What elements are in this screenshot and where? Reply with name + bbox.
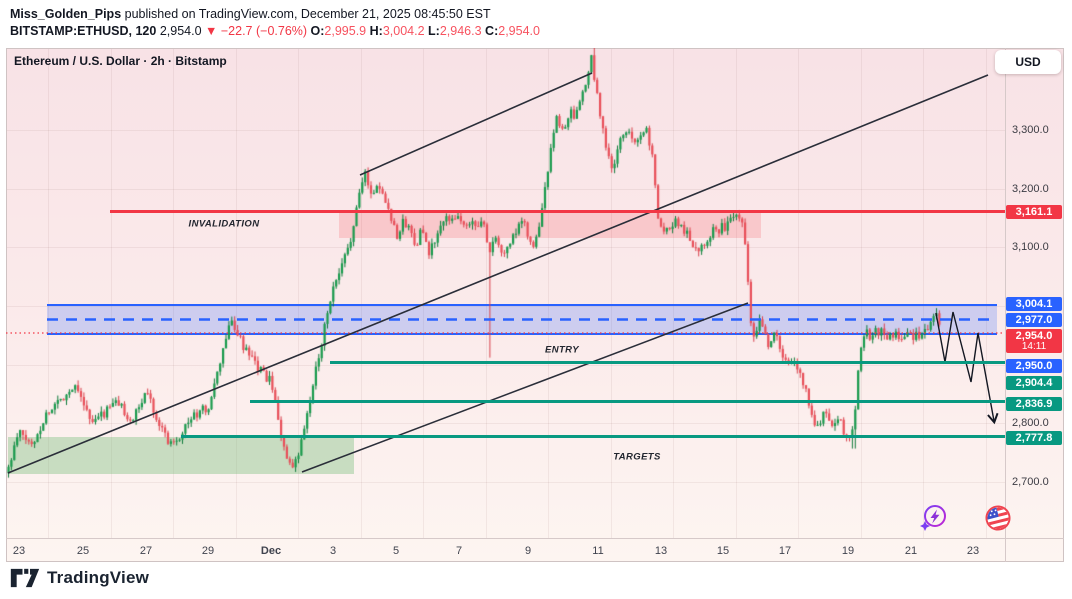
time-label-23: 23 [966,545,980,557]
price-label-2,950.0: 2,950.0 [1006,359,1062,373]
price-label-3,004.1: 3,004.1 [1006,296,1062,311]
time-label-27: 27 [139,545,153,557]
down-arrow-icon: ▼ [205,24,218,38]
tradingview-footer[interactable]: TradingView [10,566,149,590]
high-value: 3,004.2 [382,24,425,38]
price-label-2,904.4: 2,904.4 [1006,376,1062,390]
open-value: 2,995.9 [324,24,367,38]
target-3[interactable] [181,434,1005,438]
price-label-2,800.0: 2,800.0 [1012,417,1049,430]
low-label: L: [428,24,440,38]
tradingview-logo-icon [10,568,40,588]
open-label: O: [310,24,325,38]
target-2[interactable] [250,400,1005,404]
high-label: H: [369,24,383,38]
close-value: 2,954.0 [498,24,540,38]
time-label-17: 17 [778,545,792,557]
us-flag-event-icon[interactable] [983,503,1013,533]
price-label-3,300.0: 3,300.0 [1012,124,1049,136]
time-label-15: 15 [716,545,730,557]
boost-reaction-icon[interactable] [919,503,949,533]
symbol-header: BITSTAMP:ETHUSD, 120 2,954.0 ▼ −22.7 (−0… [10,24,540,38]
price-label-3,100.0: 3,100.0 [1012,241,1049,254]
symbol-interval: BITSTAMP:ETHUSD, 120 [10,24,157,38]
price-change: −22.7 (−0.76%) [220,24,308,38]
price-label-2,836.9: 2,836.9 [1006,397,1062,411]
time-label-7: 7 [455,545,463,557]
time-label-5: 5 [392,545,400,557]
price-label-2,700.0: 2,700.0 [1012,476,1049,488]
invalidation-line[interactable] [110,210,1005,213]
low-value: 2,946.3 [439,24,482,38]
time-label-Dec: Dec [260,545,282,557]
chart-legend-title[interactable]: Ethereum / U.S. Dollar · 2h · Bitstamp [14,54,227,68]
time-label-9: 9 [524,545,532,557]
author-name: Miss_Golden_Pips [10,7,122,21]
chart-annotation-targets: TARGETS [613,451,661,463]
time-label-13: 13 [654,545,668,557]
price-label-3,161.1: 3,161.1 [1006,204,1062,219]
close-label: C: [485,24,499,38]
chart-annotation-invalidation: INVALIDATION [188,218,260,230]
published-text: published on TradingView.com, December 2… [121,7,491,21]
target-1[interactable] [330,360,1005,364]
time-label-3: 3 [329,545,337,557]
price-axis-separator [1005,48,1006,562]
tradingview-wordmark: TradingView [47,568,150,587]
price-label-3,200.0: 3,200.0 [1012,182,1049,195]
price-label-2,977.0: 2,977.0 [1006,313,1062,327]
time-axis-separator [6,538,1064,539]
chart-annotation-entry: ENTRY [544,344,580,356]
last-price: 2,954.0 [159,24,202,38]
time-label-11: 11 [592,545,604,557]
time-label-19: 19 [841,545,855,557]
time-axis[interactable] [6,538,1005,562]
time-label-29: 29 [201,545,215,557]
publish-header: Miss_Golden_Pips published on TradingVie… [10,7,491,21]
time-label-25: 25 [76,545,90,557]
time-label-23: 23 [12,545,26,557]
price-label-2,954.0: 2,954.0 14:11 [1006,329,1062,353]
time-label-21: 21 [904,545,918,557]
currency-toggle-button[interactable]: USD [995,50,1061,74]
price-label-2,777.8: 2,777.8 [1006,431,1062,445]
candlestick-chart[interactable] [6,48,1005,538]
